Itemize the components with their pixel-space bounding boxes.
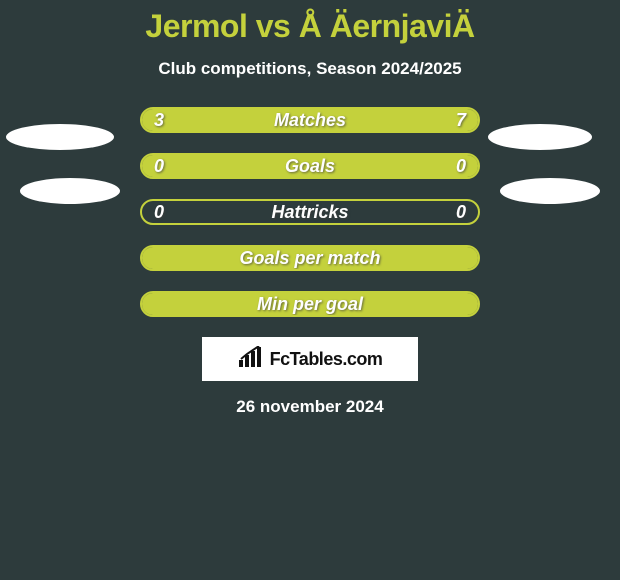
stat-bar: Hattricks0 0 [140, 199, 480, 225]
stat-bar: Matches37 [140, 107, 480, 133]
stat-bar: Goals00 [140, 153, 480, 179]
decorative-ellipse [6, 124, 114, 150]
stat-row: Hattricks0 0 [0, 199, 620, 225]
decorative-ellipse [488, 124, 592, 150]
bar-right-fill [236, 109, 478, 131]
bars-icon [238, 346, 264, 373]
bar-left-fill [142, 155, 478, 177]
page-title: Jermol vs Å ÄernjaviÄ [0, 0, 620, 45]
bar-left-fill [142, 293, 478, 315]
bar-left-fill [142, 247, 478, 269]
decorative-ellipse [500, 178, 600, 204]
decorative-ellipse [20, 178, 120, 204]
stat-row: Goals per match [0, 245, 620, 271]
subtitle: Club competitions, Season 2024/2025 [0, 59, 620, 79]
logo-text: FcTables.com [270, 349, 383, 370]
stat-row: Min per goal [0, 291, 620, 317]
stat-row: Goals00 [0, 153, 620, 179]
footer-date: 26 november 2024 [0, 397, 620, 417]
right-value: 0 [456, 201, 466, 223]
stat-bar: Min per goal [140, 291, 480, 317]
stat-bar: Goals per match [140, 245, 480, 271]
left-value: 0 [154, 201, 164, 223]
bar-left-fill [142, 109, 236, 131]
bar-label: Hattricks [142, 201, 478, 223]
logo-box: FcTables.com [202, 337, 418, 381]
